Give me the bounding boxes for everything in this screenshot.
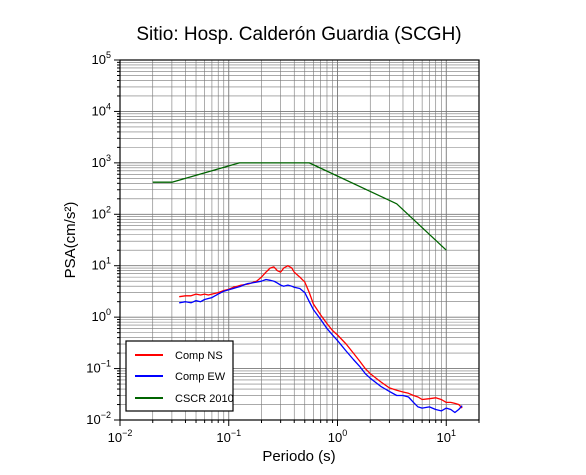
y-tick-label: 10−2 [86, 410, 111, 427]
legend-label-cscr: CSCR 2010 [175, 393, 234, 405]
chart-title: Sitio: Hosp. Calderón Guardia (SCGH) [136, 24, 461, 45]
legend-label-ns: Comp NS [175, 350, 223, 362]
axis-ticks: 10−2 10−1 100 101 10−2 10−1 100 101 102 103 104 105 [86, 50, 480, 445]
x-tick-label: 10−1 [216, 428, 241, 445]
x-tick-label: 101 [437, 428, 456, 445]
chart-legend: Comp NS Comp EW CSCR 2010 [125, 340, 234, 412]
y-tick-label: 105 [92, 50, 111, 67]
x-tick-label: 100 [328, 428, 347, 445]
x-axis-label: Periodo (s) [262, 448, 335, 465]
series-line-comp-ew [179, 278, 463, 414]
y-tick-label: 104 [92, 101, 111, 118]
plot-frame [119, 59, 480, 421]
y-tick-label: 101 [92, 256, 111, 273]
y-tick-label: 103 [92, 153, 111, 170]
y-tick-label: 100 [92, 307, 111, 324]
chart-series [152, 162, 463, 414]
y-tick-label: 10−1 [86, 359, 111, 376]
y-axis-label: PSA(cm/s²) [62, 202, 79, 279]
series-line-cscr-2010 [152, 162, 447, 251]
legend-label-ew: Comp EW [175, 371, 226, 383]
y-tick-label: 102 [92, 204, 111, 221]
x-tick-label: 10−2 [108, 428, 133, 445]
